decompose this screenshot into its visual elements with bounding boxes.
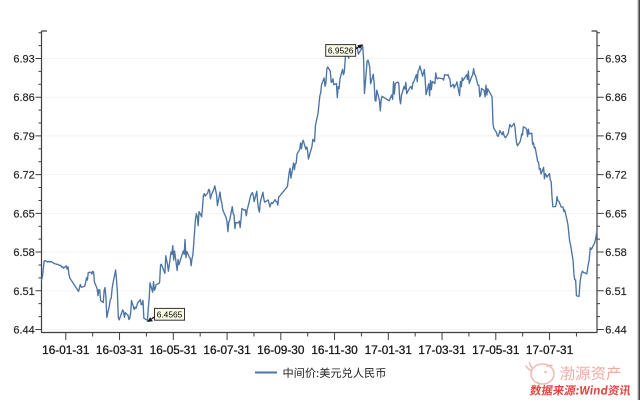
svg-text:6.93: 6.93: [13, 54, 34, 66]
svg-text:6.9526: 6.9526: [328, 46, 354, 56]
svg-text:6.72: 6.72: [13, 170, 34, 182]
svg-text:16-05-31: 16-05-31: [150, 343, 197, 357]
svg-text:16-09-30: 16-09-30: [257, 343, 305, 357]
svg-text:16-01-31: 16-01-31: [42, 343, 89, 357]
svg-text:6.72: 6.72: [605, 170, 626, 182]
svg-text:6.86: 6.86: [13, 92, 34, 104]
svg-text:6.51: 6.51: [13, 286, 34, 298]
svg-text:16-11-30: 16-11-30: [311, 343, 358, 357]
svg-text:6.79: 6.79: [13, 131, 34, 143]
svg-text:17-07-31: 17-07-31: [526, 343, 573, 357]
svg-text:17-05-31: 17-05-31: [472, 343, 519, 357]
svg-text:6.93: 6.93: [605, 54, 626, 66]
svg-text:17-03-31: 17-03-31: [418, 343, 465, 357]
svg-text:16-03-31: 16-03-31: [96, 343, 143, 357]
svg-text:6.79: 6.79: [605, 131, 626, 143]
svg-text:6.44: 6.44: [605, 324, 626, 336]
svg-text:6.44: 6.44: [13, 324, 34, 336]
svg-text:6.65: 6.65: [13, 208, 34, 220]
svg-text:6.4565: 6.4565: [157, 309, 183, 319]
svg-text:6.65: 6.65: [605, 208, 626, 220]
svg-text:6.51: 6.51: [605, 286, 626, 298]
svg-text:17-01-31: 17-01-31: [365, 343, 412, 357]
svg-text:6.58: 6.58: [13, 247, 34, 259]
svg-text:6.86: 6.86: [605, 92, 626, 104]
svg-text:16-07-31: 16-07-31: [203, 343, 250, 357]
svg-text:6.58: 6.58: [605, 247, 626, 259]
